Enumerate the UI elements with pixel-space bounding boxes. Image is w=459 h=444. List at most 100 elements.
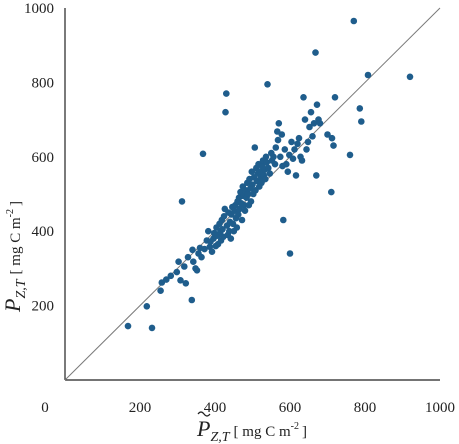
data-point [236,205,244,213]
data-point [289,155,297,162]
data-point [182,280,190,287]
data-point [303,146,310,153]
data-point [278,131,286,138]
data-point [298,157,306,164]
data-point [307,108,315,116]
data-point [301,116,309,123]
data-point [124,322,132,330]
data-point [284,168,292,175]
data-point [346,151,354,159]
data-point [294,140,301,148]
data-point [219,226,226,233]
data-point [280,216,287,224]
data-point [304,138,312,146]
data-point [178,198,186,205]
data-point [356,105,364,112]
data-point [199,150,207,158]
data-point [247,198,255,205]
x-tick-label: 400 [204,400,227,416]
data-point [208,248,216,255]
data-point [262,175,269,183]
data-point [181,263,188,270]
data-point [220,213,228,220]
data-point [328,134,336,142]
data-point [330,142,337,149]
data-point [201,245,208,253]
data-point [358,118,365,125]
data-point [291,146,298,153]
data-point [244,190,252,198]
y-tick-label: 1000 [24,1,54,17]
data-point [364,71,372,79]
data-point [277,153,284,161]
data-point [313,172,320,179]
data-points [124,17,414,332]
data-point [233,224,241,231]
x-tick-label: 1000 [425,400,455,416]
data-point [143,303,151,310]
data-point [272,144,280,151]
axes [64,8,440,381]
data-point [406,73,414,81]
data-point [262,153,270,161]
data-point [266,170,274,177]
data-point [173,268,181,276]
x-tick-label: 800 [354,400,377,416]
data-point [309,133,316,140]
data-point [190,258,197,266]
y-tick-label: 600 [32,150,55,166]
data-point [163,276,170,283]
x-tick-label: 0 [41,400,49,416]
x-tick-label: 200 [129,400,152,416]
data-point [148,324,156,332]
data-point [157,287,164,295]
data-point [331,94,339,101]
data-point [310,120,318,127]
data-point [238,216,246,224]
x-label-tilde-accent [197,411,211,417]
data-point [188,296,196,304]
tick-labels: 0 200 400 600 800 1000 200 400 600 800 1000 [24,1,455,416]
data-point [184,253,192,261]
data-point [251,144,259,151]
data-point [312,49,319,56]
data-point [275,120,283,127]
data-point [193,267,201,274]
data-point [227,235,235,242]
data-point [324,131,331,138]
data-point [175,258,182,266]
data-point [222,108,229,116]
data-point [283,160,290,168]
data-point [205,227,212,235]
data-point [313,101,321,108]
y-axis-label: PZ,T[ mg C m-2] [0,201,29,313]
data-point [300,94,307,101]
data-point [263,159,271,166]
data-point [328,188,335,196]
y-tick-label: 400 [32,224,55,240]
data-point [167,272,175,280]
data-point [271,160,279,168]
data-point [316,120,324,127]
x-axis-label: PZ,T[ mg C m-2] [196,416,307,444]
data-point [274,136,282,144]
data-point [198,253,205,261]
data-point [270,153,277,161]
data-point [350,17,358,25]
data-point [241,207,249,214]
data-point [288,138,295,146]
data-point [248,168,256,175]
data-point [189,246,196,254]
data-point [249,181,256,188]
x-tick-label: 600 [279,400,302,416]
data-point [264,81,271,88]
data-point [235,211,242,218]
data-point [286,250,294,257]
data-point [281,146,289,153]
data-point [295,134,303,142]
data-point [306,123,313,131]
y-tick-label: 200 [32,299,55,315]
data-point [292,172,300,179]
data-point [265,164,272,172]
